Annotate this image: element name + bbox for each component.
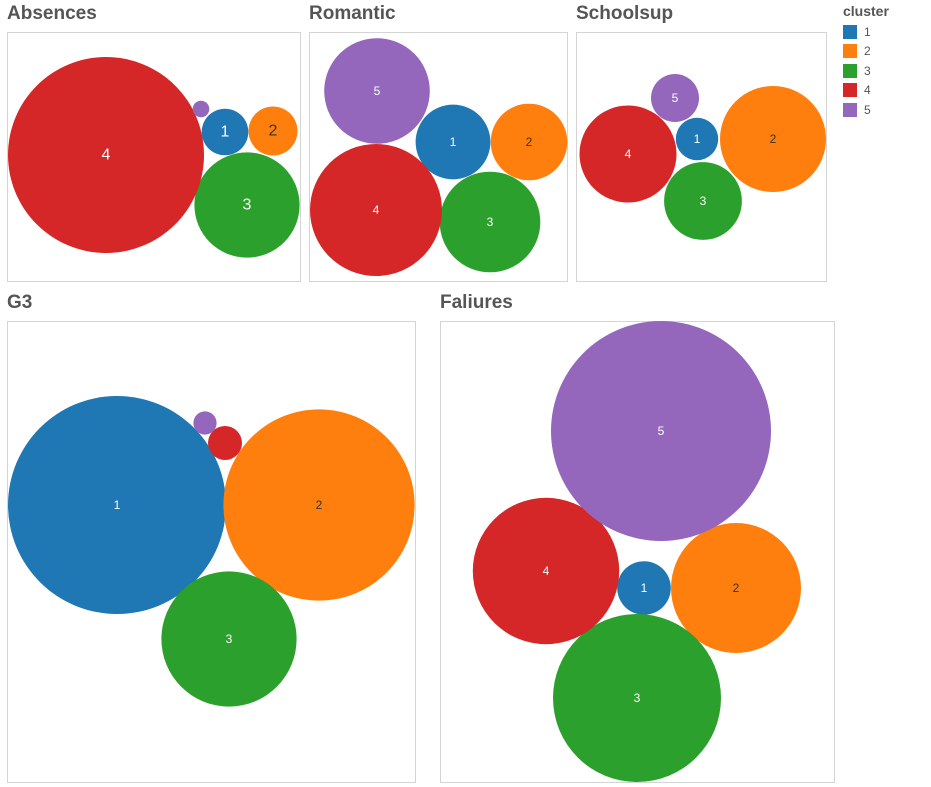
legend-label-1: 1 bbox=[864, 24, 871, 39]
chart-title-absences: Absences bbox=[7, 3, 97, 24]
bubble-label-faliures-cluster-1: 1 bbox=[641, 581, 648, 595]
legend-swatch-2 bbox=[843, 44, 857, 59]
bubble-label-g3-cluster-3: 3 bbox=[226, 632, 233, 646]
bubble-chart-faliures: 1 2 3 4 5 bbox=[472, 321, 801, 782]
bubble-absences-cluster-2[interactable] bbox=[248, 106, 298, 156]
bubble-label-schoolsup-cluster-2: 2 bbox=[770, 132, 777, 146]
bubble-label-schoolsup-cluster-5: 5 bbox=[672, 91, 679, 105]
bubble-romantic-cluster-3[interactable] bbox=[439, 171, 541, 273]
bubble-label-romantic-cluster-1: 1 bbox=[450, 135, 457, 149]
bubble-faliures-cluster-1[interactable] bbox=[617, 561, 671, 615]
bubble-faliures-cluster-5[interactable] bbox=[551, 321, 771, 541]
bubble-romantic-cluster-4[interactable] bbox=[310, 144, 442, 276]
bubble-absences-cluster-3[interactable] bbox=[194, 152, 300, 258]
bubble-schoolsup-cluster-4[interactable] bbox=[579, 105, 677, 203]
bubble-label-romantic-cluster-3: 3 bbox=[487, 215, 494, 229]
legend-item-3[interactable]: 3 bbox=[843, 61, 889, 81]
bubble-label-schoolsup-cluster-4: 4 bbox=[625, 147, 632, 161]
bubble-faliures-cluster-2[interactable] bbox=[671, 523, 801, 653]
bubble-label-romantic-cluster-2: 2 bbox=[526, 135, 533, 149]
bubble-label-absences-cluster-2: 2 bbox=[269, 123, 278, 140]
chart-title-g3: G3 bbox=[7, 292, 33, 313]
bubble-label-absences-cluster-3: 3 bbox=[243, 197, 252, 214]
legend-label-5: 5 bbox=[864, 102, 871, 117]
bubble-g3-cluster-2[interactable] bbox=[223, 409, 415, 601]
bubble-chart-g3: 1 2 3 bbox=[8, 396, 415, 707]
bubble-schoolsup-cluster-1[interactable] bbox=[675, 117, 719, 161]
chart-title-faliures: Faliures bbox=[440, 292, 513, 313]
bubble-chart-absences: 1 2 3 4 bbox=[8, 57, 300, 258]
bubble-label-romantic-cluster-4: 4 bbox=[373, 203, 380, 217]
legend-item-1[interactable]: 1 bbox=[843, 22, 889, 42]
bubble-romantic-cluster-1[interactable] bbox=[415, 104, 491, 180]
legend-item-4[interactable]: 4 bbox=[843, 81, 889, 101]
bubble-g3-cluster-1[interactable] bbox=[8, 396, 226, 614]
bubble-schoolsup-cluster-3[interactable] bbox=[664, 162, 742, 240]
bubble-label-romantic-cluster-5: 5 bbox=[374, 84, 381, 98]
bubble-g3-cluster-4[interactable] bbox=[208, 426, 242, 460]
bubble-absences-cluster-5[interactable] bbox=[192, 100, 210, 118]
bubble-schoolsup-cluster-5[interactable] bbox=[651, 74, 699, 122]
bubble-label-schoolsup-cluster-3: 3 bbox=[700, 194, 707, 208]
chart-title-schoolsup: Schoolsup bbox=[576, 3, 674, 24]
legend-title: cluster bbox=[843, 3, 889, 19]
legend-item-5[interactable]: 5 bbox=[843, 100, 889, 120]
legend-swatch-1 bbox=[843, 24, 857, 39]
bubble-label-g3-cluster-1: 1 bbox=[114, 498, 121, 512]
bubble-label-faliures-cluster-5: 5 bbox=[658, 424, 665, 438]
legend-swatch-3 bbox=[843, 63, 857, 78]
legend-label-2: 2 bbox=[864, 44, 871, 59]
bubble-faliures-cluster-4[interactable] bbox=[472, 497, 620, 645]
bubble-label-g3-cluster-2: 2 bbox=[316, 498, 323, 512]
legend-label-3: 3 bbox=[864, 63, 871, 78]
bubble-schoolsup-cluster-2[interactable] bbox=[720, 86, 826, 192]
bubble-romantic-cluster-5[interactable] bbox=[324, 38, 430, 144]
bubble-absences-cluster-4[interactable] bbox=[8, 57, 204, 253]
bubble-g3-cluster-5[interactable] bbox=[193, 411, 217, 435]
bubble-romantic-cluster-2[interactable] bbox=[490, 103, 568, 181]
legend-item-2[interactable]: 2 bbox=[843, 42, 889, 62]
legend-label-4: 4 bbox=[864, 83, 871, 98]
bubble-chart-schoolsup: 1 2 3 4 5 bbox=[579, 74, 826, 240]
legend: cluster 1 2 3 4 5 bbox=[843, 3, 889, 120]
legend-swatch-5 bbox=[843, 102, 857, 117]
legend-swatch-4 bbox=[843, 83, 857, 98]
chart-title-romantic: Romantic bbox=[309, 3, 396, 24]
bubble-g3-cluster-3[interactable] bbox=[161, 571, 297, 707]
bubble-label-faliures-cluster-4: 4 bbox=[543, 564, 550, 578]
bubble-chart-romantic: 1 2 3 4 5 bbox=[310, 38, 568, 276]
bubble-label-schoolsup-cluster-1: 1 bbox=[694, 132, 701, 146]
bubble-faliures-cluster-3[interactable] bbox=[553, 614, 721, 782]
bubble-label-absences-cluster-4: 4 bbox=[102, 147, 111, 164]
bubble-label-faliures-cluster-3: 3 bbox=[634, 691, 641, 705]
bubble-absences-cluster-1[interactable] bbox=[201, 108, 249, 156]
bubble-label-absences-cluster-1: 1 bbox=[221, 124, 230, 141]
bubble-label-faliures-cluster-2: 2 bbox=[733, 581, 740, 595]
